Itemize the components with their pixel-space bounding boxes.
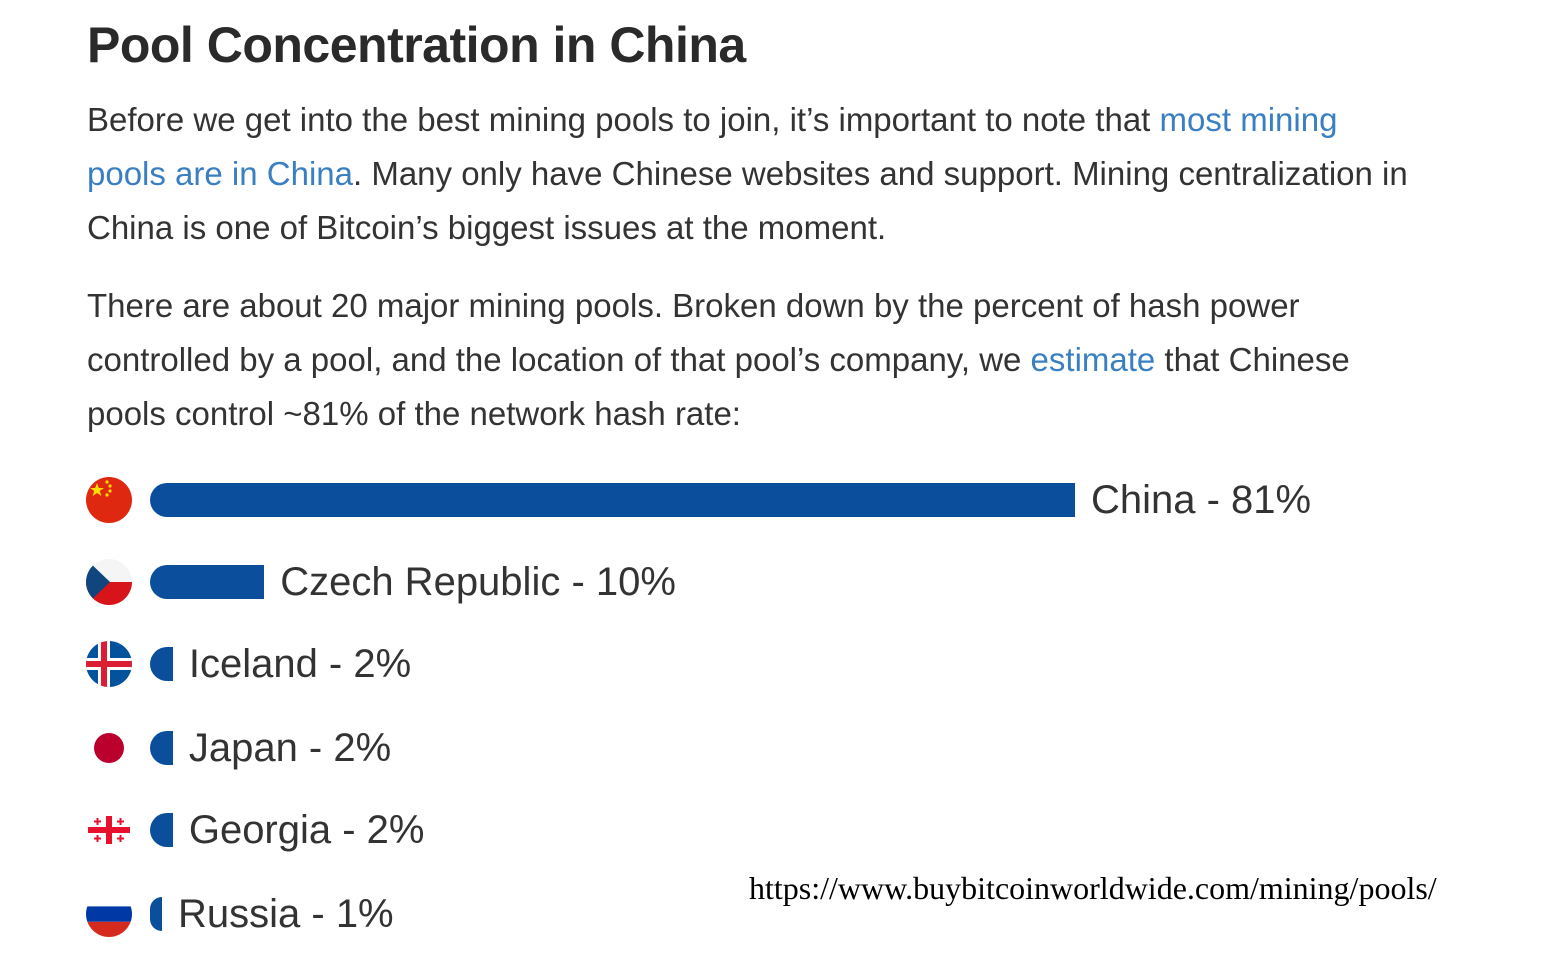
bar-label-japan: Japan - 2% bbox=[188, 726, 392, 770]
china-flag-icon bbox=[86, 477, 132, 523]
bar-iceland bbox=[150, 647, 173, 681]
intro-text-start: Before we get into the best mining pools… bbox=[87, 101, 1160, 138]
japan-flag-icon bbox=[86, 725, 132, 771]
bar-russia bbox=[150, 897, 162, 931]
bar-japan bbox=[150, 731, 173, 765]
intro-paragraph: Before we get into the best mining pools… bbox=[87, 93, 1417, 255]
hashrate-by-country-chart: China - 81% Czech Republic - 10% Iceland -… bbox=[0, 455, 1542, 955]
most-pools-in-china-link[interactable]: most mining pools are in China bbox=[87, 101, 1338, 192]
estimate-paragraph: There are about 20 major mining pools. B… bbox=[87, 279, 1417, 441]
estimate-text-end: that Chinese pools control ~81% of the n… bbox=[87, 341, 1350, 432]
bar-label-czech-republic: Czech Republic - 10% bbox=[280, 560, 676, 604]
bar-czech-republic bbox=[150, 565, 265, 599]
bar-label-iceland: Iceland - 2% bbox=[188, 642, 412, 686]
georgia-flag-icon bbox=[86, 807, 132, 853]
estimate-text-start: There are about 20 major mining pools. B… bbox=[87, 287, 1300, 378]
iceland-flag-icon bbox=[86, 641, 132, 687]
source-url: https://www.buybitcoinworldwide.com/mini… bbox=[749, 870, 1437, 906]
page-title: Pool Concentration in China bbox=[87, 17, 746, 73]
czech-flag-icon bbox=[86, 559, 132, 605]
intro-text-end: . Many only have Chinese websites and su… bbox=[87, 155, 1408, 246]
bar-label-georgia: Georgia - 2% bbox=[188, 808, 425, 852]
bar-label-china: China - 81% bbox=[1091, 478, 1312, 522]
bar-china bbox=[150, 483, 1075, 517]
russia-flag-icon bbox=[86, 891, 132, 937]
bar-georgia bbox=[150, 813, 173, 847]
estimate-link[interactable]: estimate bbox=[1030, 341, 1156, 378]
bar-label-russia: Russia - 1% bbox=[178, 892, 394, 936]
